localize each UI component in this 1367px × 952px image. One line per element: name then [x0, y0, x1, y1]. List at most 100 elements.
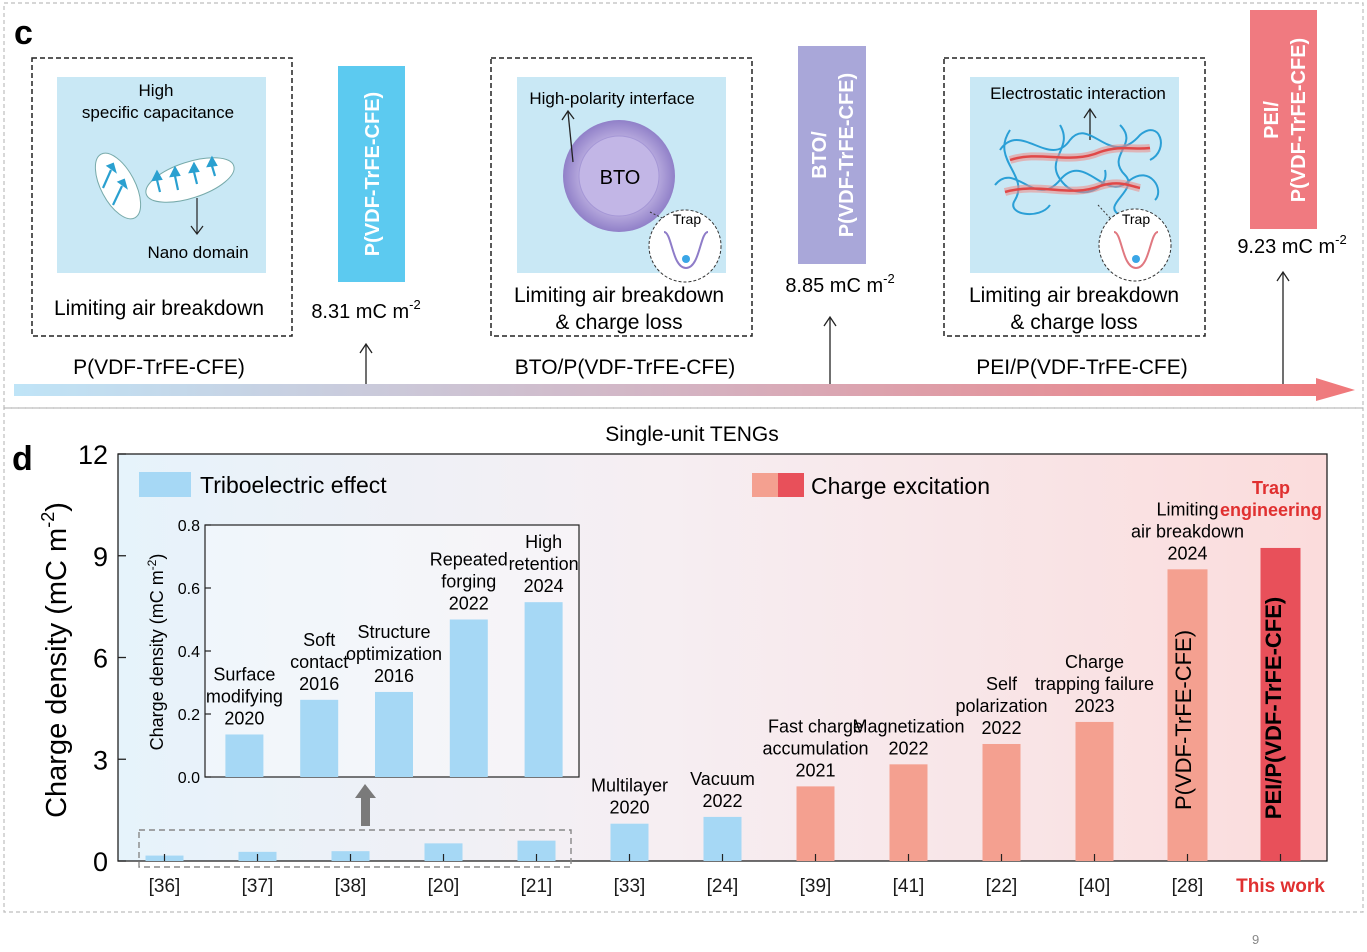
x-tick-label: [38]: [335, 876, 367, 897]
bar-20: [424, 843, 463, 861]
inset-bar-38: [375, 691, 413, 777]
box-2-caption-1: Limiting air breakdown: [514, 284, 724, 307]
stage-2-bar: [798, 46, 866, 264]
stage-pointers: [359, 270, 1290, 384]
panel-d-label: d: [12, 440, 33, 478]
main-y-label: Charge density (mC m-2): [38, 502, 73, 818]
bar-annotation: 2022: [702, 791, 742, 811]
bar-annotation: 2020: [609, 798, 649, 818]
bar-thiswork: [1260, 547, 1301, 861]
inset-bar-annotation: Repeated: [430, 550, 508, 570]
box-1-line1: High: [139, 81, 174, 100]
inset-y-tick-label: 0.8: [178, 518, 200, 535]
trap-label-3: Trap: [1122, 211, 1150, 227]
bar-annotation: 2022: [981, 718, 1021, 738]
inset-y-tick-label: 0.2: [178, 707, 200, 724]
stage-2-value: 8.85 mC m-2: [785, 271, 894, 297]
main-x-ticks: [36] [37] [38] [20] [21] [33] [24] [39] [41] [22]…: [149, 854, 1325, 897]
box-2-interface: High-polarity interface: [529, 89, 694, 108]
legend-excite-swatch-light: [752, 473, 778, 497]
stage-3-bar: [1250, 10, 1317, 229]
box-1-caption: Limiting air breakdown: [54, 297, 264, 320]
inset-bar-annotation: 2020: [224, 708, 264, 728]
inset-bar-annotation: Surface: [213, 664, 275, 684]
panel-d-heading: Single-unit TENGs: [605, 423, 779, 446]
main-y-axis: 0 3 6 9 12: [78, 440, 126, 877]
bar-39: [796, 786, 835, 861]
bar-annotation: polarization: [955, 696, 1047, 716]
x-tick-label: [28]: [1172, 876, 1204, 897]
stage-3-bar-label-2: P(VDF-TrFE-CFE): [1288, 38, 1310, 202]
inset-bar-21: [524, 602, 563, 777]
y-tick-label: 0: [93, 847, 108, 877]
bar-28: [1167, 569, 1208, 861]
bar-22: [982, 743, 1021, 861]
zoom-box: [138, 829, 572, 868]
trap-engineering-1: Trap: [1252, 478, 1290, 498]
x-tick-label: [36]: [149, 876, 181, 897]
inset-bar-37: [300, 699, 339, 777]
interface-pointer: [567, 111, 574, 163]
bto-core: [578, 135, 660, 217]
inset-bar-annotation: modifying: [206, 686, 283, 706]
bar-annotation: air breakdown: [1131, 521, 1244, 541]
inset-bar-annotation: High: [525, 532, 562, 552]
inset-bar-annotation: Soft: [303, 630, 335, 650]
inset-bar-annotation: forging: [441, 572, 496, 592]
inset-y-label: Charge density (mC m-2): [145, 554, 167, 751]
stage-3-value: 9.23 mC m-2: [1237, 232, 1346, 258]
legend-tribo-label: Triboelectric effect: [200, 472, 387, 498]
inset-bar-annotation: Structure: [357, 622, 430, 642]
box-1-frame: [31, 57, 293, 337]
bar-annotation: Fast charge: [768, 716, 863, 736]
page-number: 9: [1252, 932, 1260, 947]
x-tick-label: [20]: [428, 876, 460, 897]
y-tick-label: 9: [93, 542, 108, 572]
bar-annotation: 2023: [1074, 696, 1114, 716]
inset-annotations: Surfacemodifying2020Softcontact2016Struc…: [206, 532, 579, 728]
zoom-arrow-shaft: [361, 796, 370, 826]
stage-1-value: 8.31 mC m-2: [311, 297, 420, 323]
inset-y-tick-label: 0.6: [178, 581, 200, 598]
x-tick-label: [37]: [242, 876, 274, 897]
x-tick-label: [24]: [707, 876, 739, 897]
stage-3-bar-label-1: PEI/: [1261, 101, 1283, 139]
stage-1-bar: [338, 66, 405, 282]
box-3-caption-1: Limiting air breakdown: [969, 284, 1179, 307]
bar-annotation: Charge: [1065, 652, 1124, 672]
stage-2-bar-label-1: BTO/: [809, 131, 831, 179]
trap-circle-3: [1098, 208, 1172, 282]
main-bars: [145, 547, 1301, 861]
bar-annotation: Magnetization: [852, 716, 964, 736]
bar-24: [703, 816, 742, 861]
box-2-caption-2: & charge loss: [555, 311, 682, 334]
inset-bar-20: [449, 619, 488, 777]
inset-bar-annotation: 2022: [449, 594, 489, 614]
legend-excite-swatch-dark: [778, 473, 804, 497]
panel-c-label: c: [14, 14, 33, 52]
inset-bar-36: [225, 734, 264, 777]
inset-bars: [225, 602, 563, 777]
bar-annotation: Limiting: [1156, 499, 1218, 519]
trap-circle-2: [648, 209, 722, 283]
y-tick-label: 3: [93, 745, 108, 775]
inset-bar-annotation: 2024: [524, 576, 564, 596]
y-tick-label: 12: [78, 440, 108, 470]
stage-1-name: P(VDF-TrFE-CFE): [73, 356, 245, 379]
trap-engineering-2: engineering: [1220, 500, 1322, 520]
bto-label: BTO: [600, 167, 641, 189]
stage-3-name: PEI/P(VDF-TrFE-CFE): [976, 356, 1188, 379]
bar-annotation: Vacuum: [690, 769, 755, 789]
inset-y-tick-label: 0.4: [178, 644, 200, 661]
progress-arrow: [14, 378, 1355, 401]
x-tick-label: [22]: [986, 876, 1018, 897]
bar-annotation: Self: [986, 674, 1018, 694]
inset-bar-annotation: optimization: [346, 644, 442, 664]
domain-ellipse-1: [94, 152, 142, 220]
bar-annotation: Multilayer: [591, 776, 668, 796]
inset-bar-annotation: retention: [509, 554, 579, 574]
trap-label-2: Trap: [673, 211, 701, 227]
plot-background: [118, 454, 1327, 861]
